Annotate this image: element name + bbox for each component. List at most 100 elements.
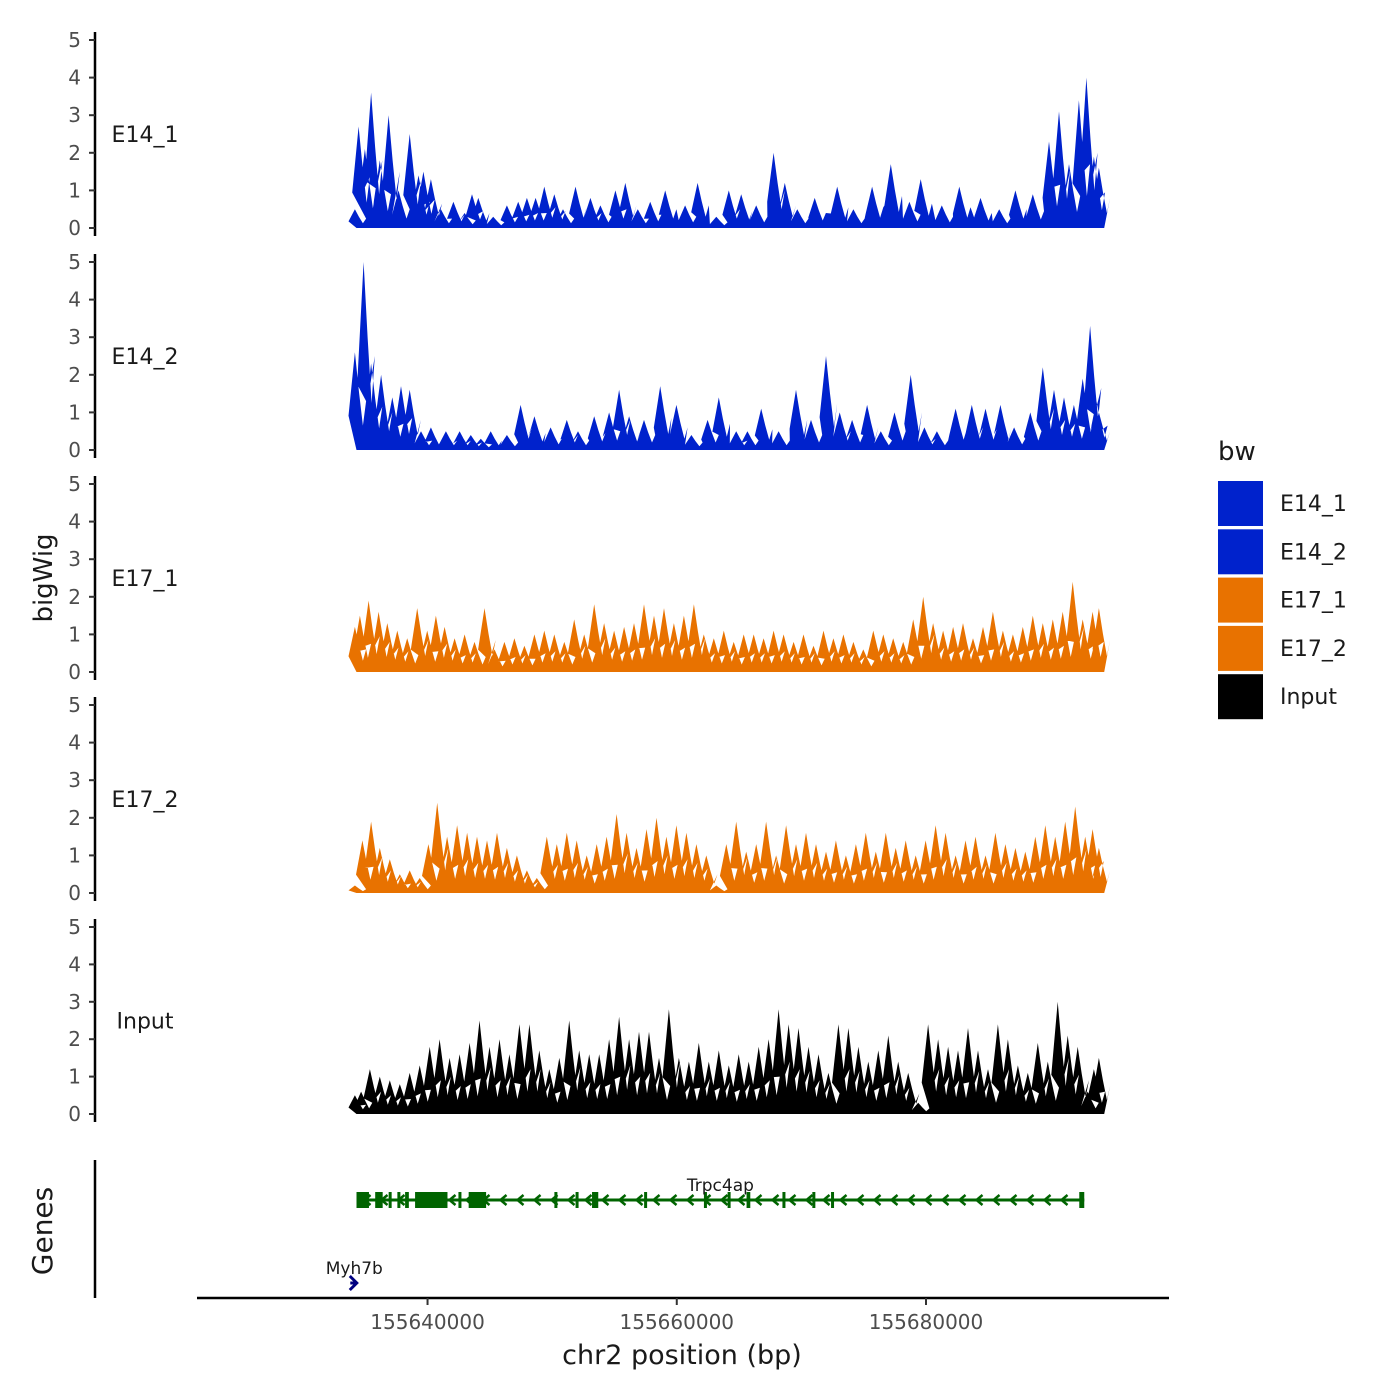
strand-chevron (634, 1194, 644, 1206)
y-tick-label: 5 (68, 28, 81, 52)
signal-tracks: 0 1 2 3 4 5 E14_1 0 1 2 3 4 5 E14_2 0 1 2 3 4 5 E17_1 0 1 2 3 4 5 E… (68, 28, 1111, 1126)
track-E17_1: 0 1 2 3 4 5 E17_1 (68, 472, 1111, 684)
strand-chevron (872, 1194, 882, 1206)
strand-chevron (348, 1274, 359, 1292)
signal-area-E14_1 (348, 77, 1111, 228)
legend-label: E14_1 (1280, 492, 1347, 517)
strand-chevron (1042, 1194, 1052, 1206)
genes-track: Trpc4ap Myh7b (93, 1160, 1085, 1298)
exon (415, 1192, 448, 1208)
strand-chevron (532, 1194, 542, 1206)
exon (782, 1192, 786, 1208)
legend-item-E17_2: E17_2 (1218, 625, 1347, 671)
strand-chevron (1025, 1194, 1035, 1206)
strand-chevron (685, 1194, 695, 1206)
legend-swatch (1218, 481, 1263, 526)
y-tick-label: 0 (68, 216, 81, 240)
legend-label: E14_2 (1280, 540, 1347, 565)
y-tick-label: 2 (68, 1027, 81, 1051)
exon (458, 1192, 462, 1208)
y-tick-label: 4 (68, 66, 81, 90)
y-tick-label: 5 (68, 250, 81, 274)
exon (405, 1192, 409, 1208)
signal-area-E14_2 (348, 262, 1111, 450)
signal-area-E17_1 (348, 581, 1111, 672)
exon (468, 1192, 487, 1208)
strand-chevron (991, 1194, 1001, 1206)
strand-chevron (583, 1194, 593, 1206)
exon (831, 1192, 835, 1208)
legend-item-Input: Input (1218, 674, 1337, 720)
x-tick-label: 155680000 (869, 1310, 984, 1334)
track-label-E17_2: E17_2 (112, 788, 179, 813)
strand-chevron (770, 1194, 780, 1206)
exon (1079, 1192, 1085, 1208)
track-label-E17_1: E17_1 (112, 567, 179, 592)
x-axis-title: chr2 position (bp) (562, 1340, 802, 1371)
track-Input: 0 1 2 3 4 5 Input (68, 915, 1111, 1126)
exon (703, 1192, 707, 1208)
y-tick-label: 3 (68, 547, 81, 571)
exon (746, 1192, 751, 1208)
y-tick-label: 3 (68, 768, 81, 792)
y-tick-label: 4 (68, 288, 81, 312)
strand-chevron (1059, 1194, 1069, 1206)
y-tick-label: 1 (68, 1065, 81, 1089)
exon (727, 1192, 731, 1208)
y-tick-label: 0 (68, 1102, 81, 1126)
exon (554, 1192, 558, 1208)
gene-label: Trpc4ap (686, 1176, 754, 1196)
legend-swatch (1218, 625, 1263, 671)
strand-chevron (719, 1194, 729, 1206)
y-tick-label: 3 (68, 325, 81, 349)
exon (356, 1192, 369, 1208)
y-tick-label: 5 (68, 472, 81, 496)
track-label-E14_2: E14_2 (112, 345, 179, 370)
y-tick-label: 1 (68, 178, 81, 202)
legend-label: E17_2 (1280, 637, 1347, 662)
strand-chevron (940, 1194, 950, 1206)
legend-swatch (1218, 529, 1263, 575)
strand-chevron (957, 1194, 967, 1206)
y-tick-label: 2 (68, 141, 81, 165)
strand-chevron (787, 1194, 797, 1206)
y-tick-label: 4 (68, 952, 81, 976)
legend-label: Input (1280, 685, 1337, 710)
strand-chevron (974, 1194, 984, 1206)
strand-chevron (651, 1194, 661, 1206)
x-axis: 155640000 155660000 155680000 (197, 1296, 1169, 1334)
gene-label: Myh7b (326, 1259, 383, 1279)
exon (397, 1192, 401, 1208)
y-tick-label: 0 (68, 660, 81, 684)
exon (644, 1192, 648, 1208)
strand-chevron (753, 1194, 763, 1206)
y-tick-label: 0 (68, 438, 81, 462)
y-tick-label: 1 (68, 400, 81, 424)
legend-swatch (1218, 674, 1263, 720)
y-tick-label: 4 (68, 731, 81, 755)
track-E17_2: 0 1 2 3 4 5 E17_2 (68, 693, 1111, 905)
y-tick-label: 1 (68, 622, 81, 646)
strand-chevron (804, 1194, 814, 1206)
x-tick-label: 155660000 (620, 1310, 735, 1334)
track-E14_1: 0 1 2 3 4 5 E14_1 (68, 28, 1111, 240)
exon (592, 1192, 599, 1208)
legend-title: bw (1218, 437, 1256, 467)
gene-Trpc4ap: Trpc4ap (356, 1176, 1085, 1208)
legend-label: E17_1 (1280, 589, 1347, 614)
legend: bw E14_1 E14_2 E17_1 E17_2 Input (1218, 437, 1347, 720)
legend-item-E14_1: E14_1 (1218, 481, 1347, 526)
strand-chevron (515, 1194, 525, 1206)
track-label-Input: Input (117, 1010, 174, 1035)
exon (388, 1192, 392, 1208)
exon (812, 1192, 816, 1208)
strand-chevron (498, 1194, 508, 1206)
genes-axis-title: Genes (26, 1187, 59, 1275)
strand-chevron (821, 1194, 831, 1206)
y-tick-label: 3 (68, 990, 81, 1014)
strand-chevron (1008, 1194, 1018, 1206)
exon (375, 1192, 383, 1208)
y-tick-label: 0 (68, 881, 81, 905)
strand-chevron (923, 1194, 933, 1206)
strand-chevron (566, 1194, 576, 1206)
